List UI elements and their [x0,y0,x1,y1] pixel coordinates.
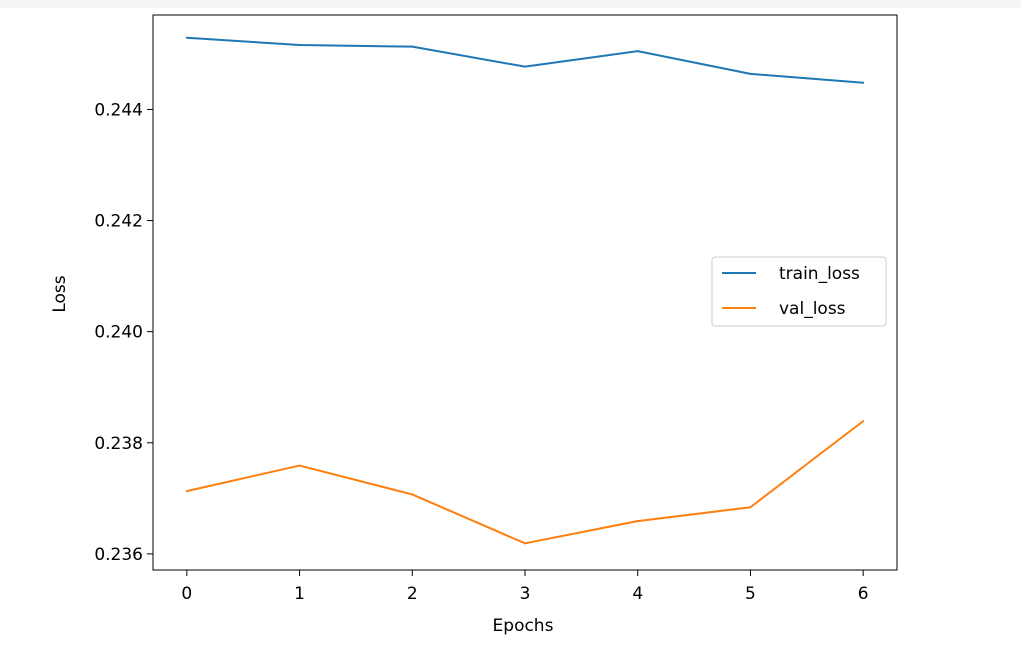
x-tick-label: 2 [407,584,418,604]
data-point-train-loss [298,44,301,46]
data-point-val-loss [185,490,188,493]
x-axis: 0 1 2 3 4 5 6 [181,570,869,604]
data-point-val-loss [636,520,639,523]
legend-label-train-loss: train_loss [779,264,860,284]
y-tick-label: 0.244 [94,100,143,120]
data-point-train-loss [185,36,188,39]
x-tick-label: 3 [520,584,531,604]
y-tick-label: 0.236 [94,545,143,565]
series-line-train-loss [186,36,864,84]
x-tick-label: 5 [745,584,756,604]
x-tick-label: 4 [632,584,643,604]
y-tick-label: 0.240 [94,323,143,343]
y-tick-label: 0.242 [94,212,143,232]
data-point-val-loss [411,493,414,496]
data-point-val-loss [298,464,301,467]
y-axis-label: Loss [50,275,70,312]
legend: train_loss val_loss [711,256,887,327]
series-layer [185,36,865,545]
data-point-val-loss [862,420,865,423]
data-point-train-loss [411,45,414,48]
data-point-train-loss [749,72,752,75]
data-point-val-loss [749,506,752,509]
data-point-train-loss [636,50,639,53]
top-bar [0,0,1021,8]
data-point-train-loss [524,65,526,68]
data-point-train-loss [862,81,865,84]
x-tick-label: 6 [858,584,869,604]
x-tick-label: 1 [294,584,305,604]
y-axis: 0.236 0.238 0.240 0.242 0.244 [94,100,153,565]
x-tick-label: 0 [181,584,192,604]
x-axis-label: Epochs [493,616,554,636]
series-line-val-loss [186,420,864,545]
legend-label-val-loss: val_loss [779,299,846,319]
data-point-val-loss [524,542,526,545]
y-tick-label: 0.238 [94,434,143,454]
